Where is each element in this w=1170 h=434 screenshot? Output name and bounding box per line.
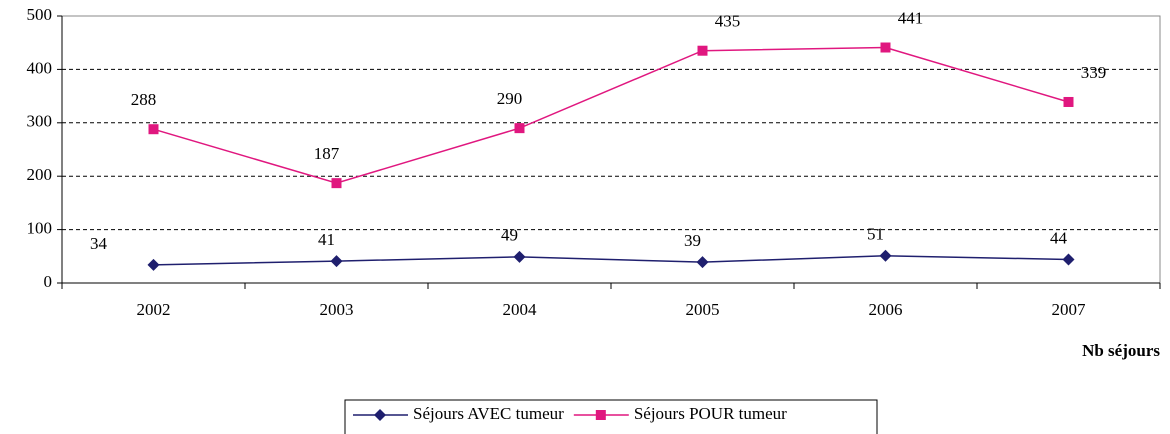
data-point (879, 249, 892, 262)
data-label: 51 (867, 225, 884, 244)
data-point (1062, 253, 1075, 266)
legend-label: Séjours POUR tumeur (634, 404, 787, 423)
legend-marker (374, 409, 386, 421)
x-tick-label: 2005 (686, 300, 720, 319)
legend-marker (595, 410, 606, 420)
data-label: 34 (90, 234, 108, 253)
data-point (514, 123, 525, 134)
x-axis-label: Nb séjours (1082, 341, 1160, 360)
data-point (148, 124, 159, 135)
data-label: 39 (684, 231, 701, 250)
data-point (330, 255, 343, 268)
data-label: 288 (131, 90, 157, 109)
data-label: 441 (898, 8, 924, 27)
data-point (147, 258, 160, 271)
data-point (331, 178, 342, 189)
data-point (697, 45, 708, 56)
legend-box (344, 399, 878, 434)
data-label: 49 (501, 226, 518, 245)
data-point (1063, 96, 1074, 107)
series-line (153, 255, 1069, 266)
y-tick-label: 500 (27, 5, 53, 24)
x-tick-label: 2003 (320, 300, 354, 319)
data-label: 44 (1050, 228, 1068, 247)
x-tick-label: 2006 (869, 300, 903, 319)
data-point (513, 250, 526, 263)
x-tick-label: 2002 (137, 300, 171, 319)
plot-frame (61, 15, 1161, 284)
legend-label: Séjours AVEC tumeur (413, 404, 564, 423)
y-tick-label: 200 (27, 165, 53, 184)
y-tick-label: 0 (44, 272, 53, 291)
data-label: 187 (314, 144, 340, 163)
x-tick-label: 2004 (503, 300, 538, 319)
series-line (153, 46, 1069, 184)
data-label: 435 (715, 12, 741, 31)
data-point (880, 42, 891, 53)
data-label: 339 (1081, 63, 1107, 82)
y-tick-label: 300 (27, 112, 53, 131)
data-label: 41 (318, 230, 335, 249)
data-point (696, 256, 709, 269)
y-tick-label: 400 (27, 58, 53, 77)
data-label: 290 (497, 89, 523, 108)
y-tick-label: 100 (27, 219, 53, 238)
x-tick-label: 2007 (1052, 300, 1087, 319)
